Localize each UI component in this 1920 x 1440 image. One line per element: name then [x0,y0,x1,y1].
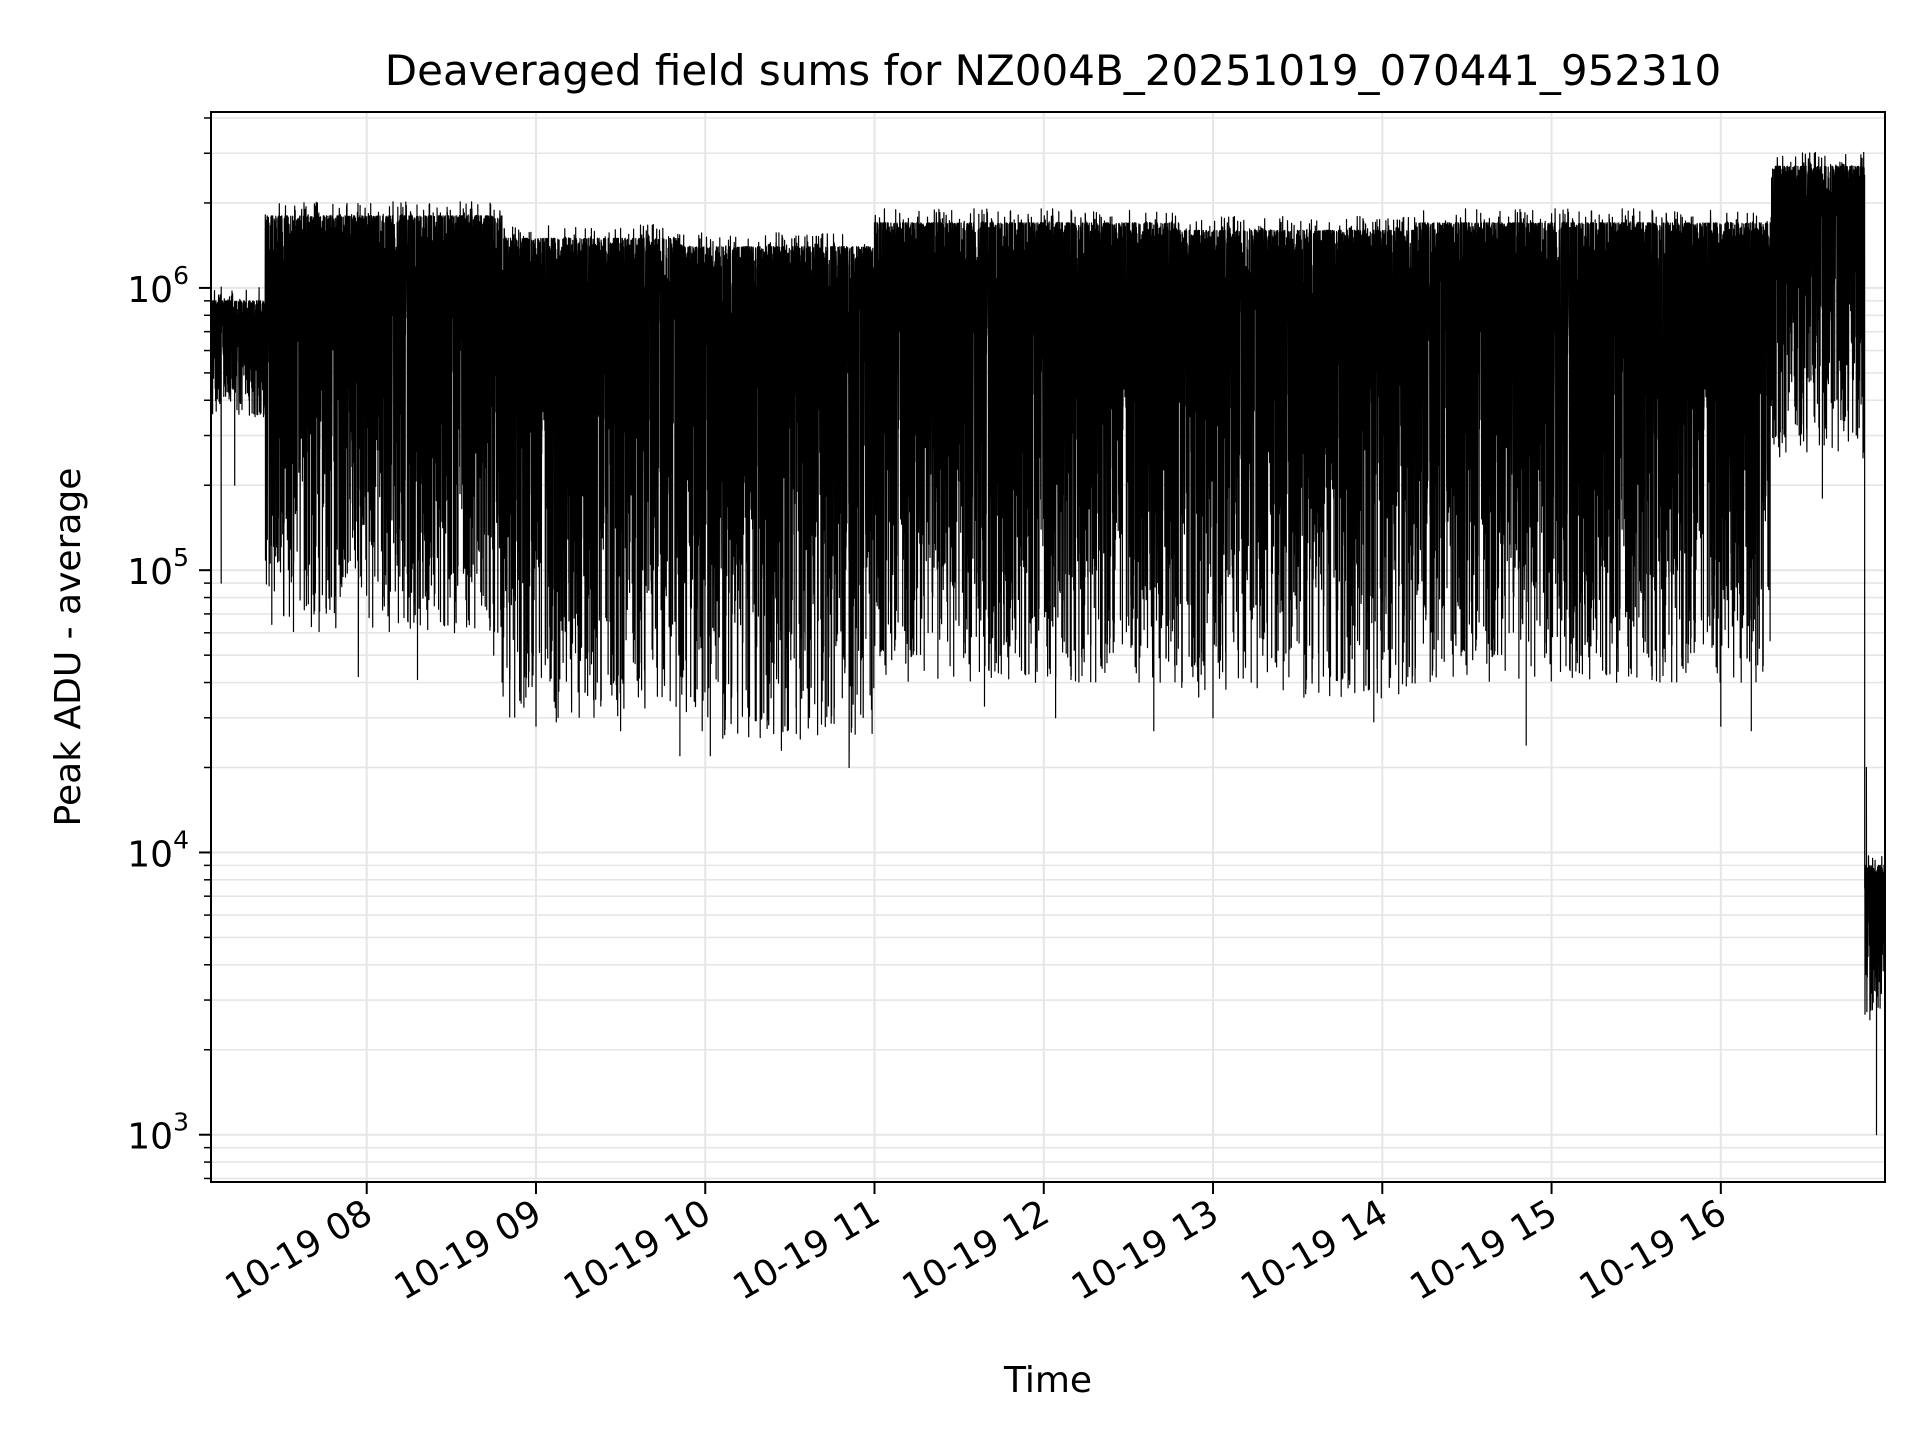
y-tick-label: 103 [127,1108,189,1158]
y-axis-label: Peak ADU - average [48,468,89,827]
y-tick-label: 104 [127,825,189,875]
x-axis-label: Time [1003,1360,1092,1401]
chart-title: Deaveraged field sums for NZ004B_2025101… [385,46,1721,95]
y-tick-label: 106 [127,261,189,311]
plot-frame [210,111,1886,1183]
y-tick-label: 105 [127,543,189,593]
y-axis-ticks: 103 104 105 106 [127,117,211,1180]
data-series-line [211,151,1885,1136]
